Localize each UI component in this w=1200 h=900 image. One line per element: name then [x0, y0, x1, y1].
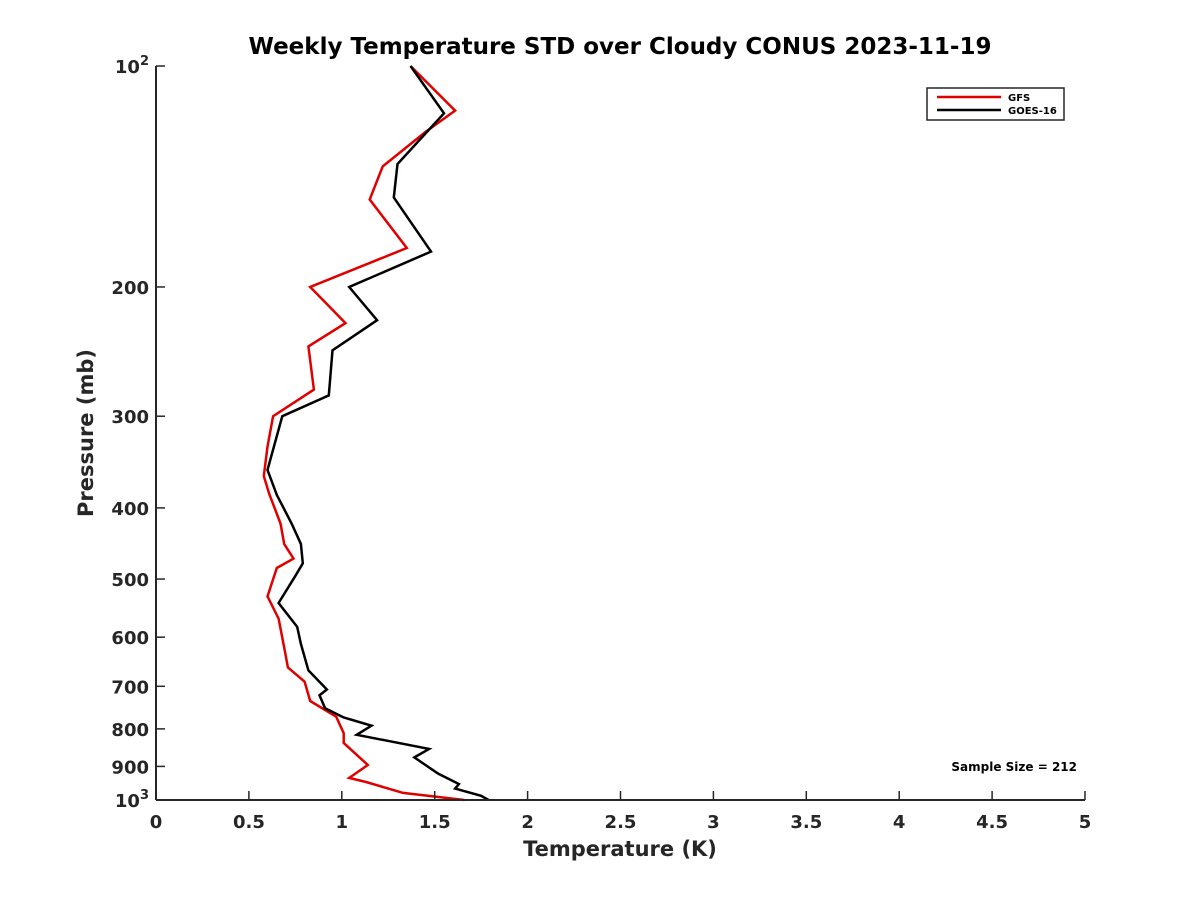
legend-box	[926, 87, 1065, 121]
y-tick-exponent: 3	[140, 788, 149, 803]
legend-label-goes16: GOES-16	[1008, 106, 1057, 117]
y-tick-label: 200	[111, 278, 149, 299]
y-tick-label: 700	[111, 677, 149, 698]
x-tick-label: 4.5	[976, 812, 1008, 833]
legend-label-gfs: GFS	[1008, 93, 1030, 104]
y-axis-label: Pressure (mb)	[74, 349, 98, 517]
legend: GFS GOES-16	[926, 87, 1065, 121]
x-tick-label: 3.5	[790, 812, 822, 833]
y-tick-label: 103	[115, 788, 149, 812]
y-tick-label: 300	[111, 407, 149, 428]
series-line-gfs	[262, 65, 465, 802]
x-tick-label: 5	[1079, 812, 1092, 833]
x-tick-label: 2.5	[605, 812, 637, 833]
x-tick-label: 2	[521, 812, 534, 833]
x-tick-label: 4	[893, 812, 906, 833]
x-tick-label: 1	[336, 812, 349, 833]
y-tick-label: 800	[111, 720, 149, 741]
y-tick-label: 500	[111, 570, 149, 591]
x-tick-label: 3	[707, 812, 720, 833]
x-tick-label: 0	[150, 812, 163, 833]
series-line-goes16	[266, 65, 490, 802]
sample-size-annotation: Sample Size = 212	[951, 760, 1077, 774]
series-layer	[262, 65, 490, 802]
y-tick-label: 600	[111, 628, 149, 649]
chart-title: Weekly Temperature STD over Cloudy CONUS…	[249, 34, 992, 60]
x-tick-label: 1.5	[419, 812, 451, 833]
x-axis-label: Temperature (K)	[523, 837, 717, 861]
y-tick-label: 400	[111, 499, 149, 520]
x-tick-label: 0.5	[233, 812, 265, 833]
x-ticks: 0 0.5 1 1.5 2 2.5 3 3.5 4 4.5 5	[150, 791, 1092, 833]
y-tick-label: 900	[111, 757, 149, 778]
y-tick-exponent: 2	[140, 54, 149, 69]
